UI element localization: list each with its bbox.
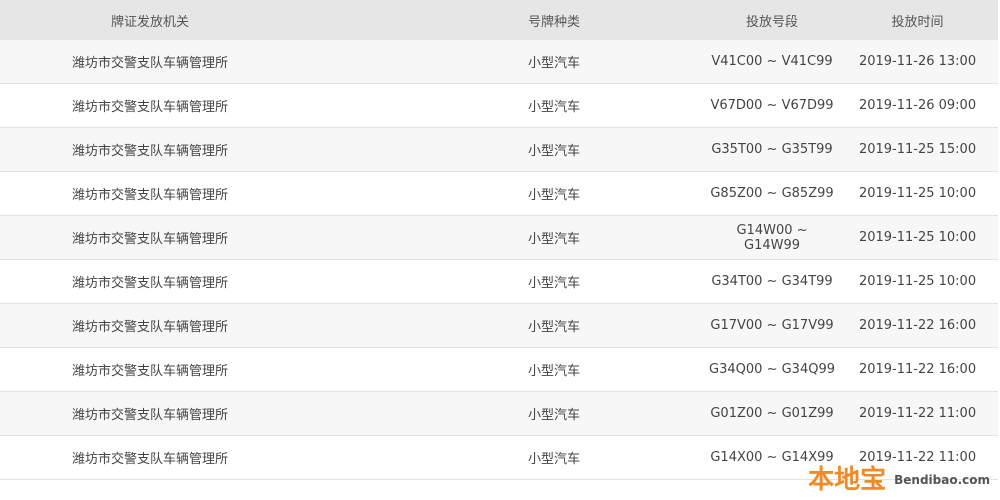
cell-issuing-authority: 潍坊市交警支队车辆管理所 (0, 40, 300, 84)
cell-issuing-authority: 潍坊市交警支队车辆管理所 (0, 303, 300, 348)
watermark-logo: 本地宝 (808, 465, 887, 495)
table-row: 潍坊市交警支队车辆管理所 小型汽车 G35T00 ~ G35T99 2019-11-2… (0, 127, 999, 172)
cell-release-time: 2019-11-22 11:00 (837, 391, 999, 436)
cell-release-time: 2019-11-22 16:00 (837, 347, 999, 392)
cell-release-time: 2019-11-25 10:00 (837, 259, 999, 304)
cell-plate-type: 小型汽车 (300, 171, 708, 216)
cell-release-time: 2019-11-26 13:00 (837, 40, 999, 84)
cell-number-range: G34T00 ~ G34T99 (707, 259, 838, 304)
header-issuing-authority: 牌证发放机关 (0, 0, 300, 40)
table-row: 潍坊市交警支队车辆管理所 小型汽车 G34T00 ~ G34T99 2019-11-2… (0, 259, 999, 304)
cell-plate-type: 小型汽车 (300, 215, 708, 260)
cell-number-range: V41C00 ~ V41C99 (707, 40, 838, 84)
cell-release-time: 2019-11-22 11:00 (837, 435, 999, 480)
cell-issuing-authority: 潍坊市交警支队车辆管理所 (0, 127, 300, 172)
cell-release-time: 2019-11-26 09:00 (837, 83, 999, 128)
plate-release-table: 牌证发放机关 号牌种类 投放号段 投放时间 潍坊市交警支队车辆管理所 小型汽车 V41C0… (0, 0, 999, 480)
table-row: 潍坊市交警支队车辆管理所 小型汽车 G14X00 ~ G14X99 2019-11-2… (0, 435, 999, 480)
cell-release-time: 2019-11-25 10:00 (837, 171, 999, 216)
cell-plate-type: 小型汽车 (300, 303, 708, 348)
header-release-time: 投放时间 (837, 0, 999, 40)
table-row: 潍坊市交警支队车辆管理所 小型汽车 G34Q00 ~ G34Q99 2019-11-2… (0, 347, 999, 392)
table-row: 潍坊市交警支队车辆管理所 小型汽车 G17V00 ~ G17V99 2019-11-2… (0, 303, 999, 348)
cell-number-range: G17V00 ~ G17V99 (707, 303, 838, 348)
cell-plate-type: 小型汽车 (300, 40, 708, 84)
cell-issuing-authority: 潍坊市交警支队车辆管理所 (0, 259, 300, 304)
cell-number-range: G01Z00 ~ G01Z99 (707, 391, 838, 436)
table-row: 潍坊市交警支队车辆管理所 小型汽车 V41C00 ~ V41C99 2019-11-2… (0, 40, 999, 84)
cell-plate-type: 小型汽车 (300, 435, 708, 480)
bendibao-watermark: 本地宝 Bendibao.com (808, 461, 990, 499)
cell-number-range: G85Z00 ~ G85Z99 (707, 171, 838, 216)
cell-release-time: 2019-11-25 10:00 (837, 215, 999, 260)
watermark-text: Bendibao.com (894, 473, 990, 487)
cell-number-range: G14X00 ~ G14X99 (707, 435, 838, 480)
table-row: 潍坊市交警支队车辆管理所 小型汽车 G01Z00 ~ G01Z99 2019-11-2… (0, 391, 999, 436)
cell-issuing-authority: 潍坊市交警支队车辆管理所 (0, 435, 300, 480)
cell-plate-type: 小型汽车 (300, 347, 708, 392)
header-plate-type: 号牌种类 (300, 0, 708, 40)
table-row: 潍坊市交警支队车辆管理所 小型汽车 G85Z00 ~ G85Z99 2019-11-2… (0, 171, 999, 216)
table-row: 潍坊市交警支队车辆管理所 小型汽车 V67D00 ~ V67D99 2019-11-2… (0, 83, 999, 128)
cell-issuing-authority: 潍坊市交警支队车辆管理所 (0, 347, 300, 392)
cell-release-time: 2019-11-25 15:00 (837, 127, 999, 172)
cell-issuing-authority: 潍坊市交警支队车辆管理所 (0, 215, 300, 260)
cell-plate-type: 小型汽车 (300, 259, 708, 304)
cell-plate-type: 小型汽车 (300, 391, 708, 436)
cell-number-range: G14W00 ~ G14W99 (707, 215, 838, 260)
cell-issuing-authority: 潍坊市交警支队车辆管理所 (0, 171, 300, 216)
cell-issuing-authority: 潍坊市交警支队车辆管理所 (0, 83, 300, 128)
table-header: 牌证发放机关 号牌种类 投放号段 投放时间 (0, 0, 999, 40)
header-number-range: 投放号段 (707, 0, 838, 40)
cell-issuing-authority: 潍坊市交警支队车辆管理所 (0, 391, 300, 436)
cell-number-range: G35T00 ~ G35T99 (707, 127, 838, 172)
cell-release-time: 2019-11-22 16:00 (837, 303, 999, 348)
cell-plate-type: 小型汽车 (300, 127, 708, 172)
cell-plate-type: 小型汽车 (300, 83, 708, 128)
table-row: 潍坊市交警支队车辆管理所 小型汽车 G14W00 ~ G14W99 2019-11-2… (0, 215, 999, 260)
cell-number-range: V67D00 ~ V67D99 (707, 83, 838, 128)
cell-number-range: G34Q00 ~ G34Q99 (707, 347, 838, 392)
